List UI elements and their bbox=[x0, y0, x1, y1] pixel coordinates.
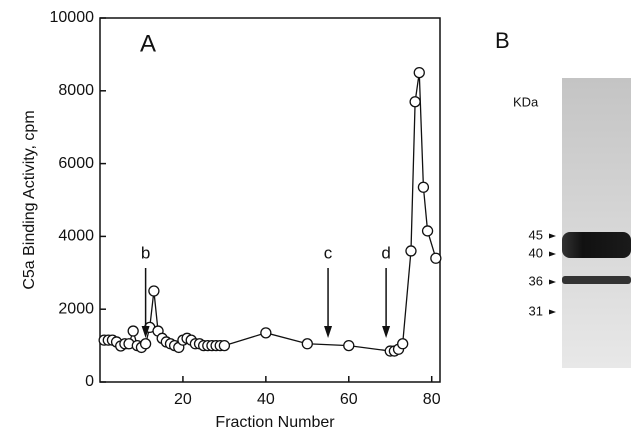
arrow-head bbox=[382, 326, 391, 338]
x-axis-label: Fraction Number bbox=[215, 414, 335, 431]
x-tick-label: 40 bbox=[257, 391, 275, 408]
y-tick-label: 4000 bbox=[58, 228, 94, 245]
x-tick-label: 60 bbox=[340, 391, 358, 408]
arrow-head bbox=[141, 326, 150, 338]
x-tick-label: 20 bbox=[174, 391, 192, 408]
plot-frame bbox=[99, 17, 441, 383]
marker-label: 36 bbox=[529, 273, 543, 288]
marker-label: 45 bbox=[529, 227, 543, 242]
data-point bbox=[139, 338, 152, 350]
marker-arrow bbox=[549, 279, 556, 285]
y-tick-label: 2000 bbox=[58, 300, 94, 317]
data-point bbox=[413, 66, 425, 79]
data-point bbox=[127, 325, 139, 337]
y-tick-label: 0 bbox=[85, 373, 94, 390]
data-point bbox=[301, 338, 313, 350]
data-point bbox=[405, 245, 417, 257]
marker-label: 40 bbox=[529, 245, 543, 260]
data-point bbox=[417, 181, 430, 193]
data-point bbox=[430, 252, 442, 264]
annotation-label: d bbox=[381, 243, 390, 262]
gel-band bbox=[562, 276, 631, 284]
marker-arrow bbox=[549, 233, 556, 239]
data-point bbox=[148, 285, 160, 297]
data-point bbox=[409, 96, 421, 108]
annotation-label: b bbox=[141, 243, 150, 262]
marker-arrow bbox=[549, 309, 556, 315]
y-tick-label: 6000 bbox=[58, 155, 94, 172]
data-point bbox=[218, 339, 231, 352]
unit-label: KDa bbox=[513, 94, 539, 109]
arrow-head bbox=[324, 326, 333, 338]
gel-image bbox=[562, 78, 631, 368]
panel-label: A bbox=[140, 30, 156, 57]
panel-label: B bbox=[495, 28, 510, 53]
gel-band bbox=[562, 232, 631, 258]
annotation-label: c bbox=[324, 243, 333, 262]
marker-arrow bbox=[549, 251, 556, 257]
data-point bbox=[397, 338, 409, 350]
marker-label: 31 bbox=[529, 303, 543, 318]
y-tick-label: 10000 bbox=[50, 9, 95, 26]
data-point bbox=[343, 339, 355, 352]
y-axis-label: C5a Binding Activity, cpm bbox=[21, 110, 38, 289]
data-point bbox=[421, 225, 434, 237]
x-tick-label: 80 bbox=[423, 391, 441, 408]
y-tick-label: 8000 bbox=[58, 82, 94, 99]
data-point bbox=[260, 327, 272, 339]
